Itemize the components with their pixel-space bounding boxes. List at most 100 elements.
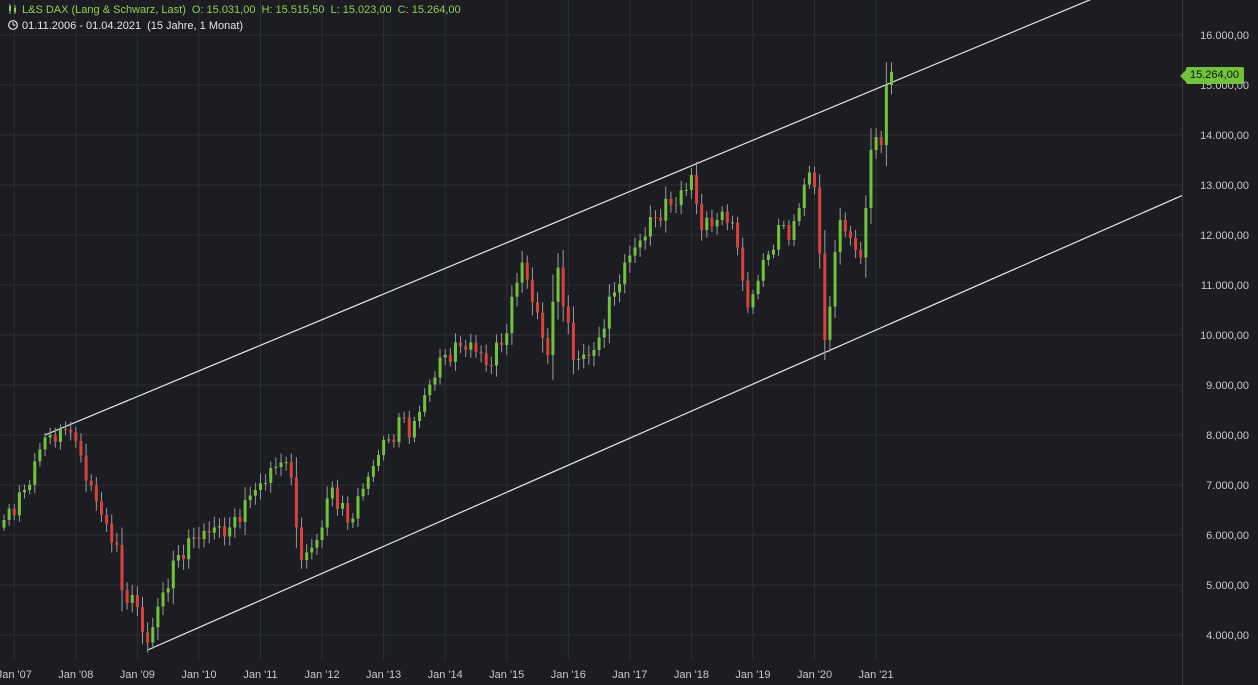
candle-up [351,518,355,523]
candle-up [366,476,370,489]
candle-down [141,607,145,633]
candle-down [146,632,150,643]
candle-up [715,220,719,227]
candle-up [330,487,334,499]
candle-down [879,137,883,145]
candle-up [633,247,637,256]
candle-up [161,592,165,607]
y-tick-label: 10.000,00 [1200,330,1249,342]
candle-up [643,236,647,241]
candle-up [428,384,432,396]
candle-down [489,365,493,366]
y-tick-label: 16.000,00 [1200,30,1249,42]
candle-up [684,190,688,191]
candle-up [259,483,262,490]
instrument-name: L&S DAX (Lang & Schwarz, Last) [22,4,186,16]
candle-up [248,495,252,501]
candle-up [192,537,196,539]
x-tick-label: Jan '14 [428,669,463,681]
candle-down [110,523,114,543]
candle-down [700,203,704,230]
candle-down [746,280,750,308]
candle-up [551,301,555,355]
candle-down [105,515,109,524]
x-tick-label: Jan '17 [612,669,647,681]
y-tick-label: 14.000,00 [1200,130,1249,142]
candle-down [69,429,73,433]
candle-up [387,439,391,441]
candle-up [874,137,878,150]
x-tick-label: Jan '21 [859,669,894,681]
candle-up [176,555,180,561]
candle-down [725,211,729,223]
candle-up [869,150,873,208]
clock-icon [8,20,18,30]
candle-up [766,254,770,260]
candle-up [889,71,893,85]
candle-up [325,498,329,528]
candle-up [166,588,170,593]
candle-up [305,552,309,560]
candle-up [233,516,237,528]
candle-down [84,455,88,481]
candle-up [761,260,765,281]
y-tick-label: 8.000,00 [1206,430,1249,442]
candle-down [99,501,103,515]
candle-down [74,432,78,441]
candle-down [464,346,468,350]
candle-up [274,466,278,469]
ohlc-open: O: 15.031,00 [191,4,256,16]
candle-down [479,351,483,354]
candle-up [43,437,47,450]
candle-down [736,222,740,248]
candle-up [802,184,806,209]
candle-down [197,537,201,540]
candle-down [669,198,673,205]
candle-down [89,480,93,486]
candle-down [238,516,242,522]
candle-up [243,500,247,522]
candle-down [674,204,678,206]
period-range: 01.11.2006 - 01.04.2021 [22,20,142,32]
candle-up [17,492,21,516]
grid-lines [0,0,1183,685]
candle-down [787,225,791,240]
candle-up [361,488,365,497]
y-tick-label: 5.000,00 [1206,580,1249,592]
candle-up [864,207,868,258]
candle-up [28,484,32,490]
x-tick-label: Jan '20 [797,669,832,681]
x-axis: Jan '07 Jan '08 Jan '09 Jan '10 Jan '11 Jan '… [0,669,894,681]
candle-down [94,485,98,502]
x-tick-label: Jan '08 [58,669,93,681]
candle-up [376,455,380,467]
candle-down [541,312,545,338]
period-header: 01.11.2006 - 01.04.2021 (15 Jahre, 1 Mona… [8,20,249,32]
candle-up [279,462,283,467]
candle-down [823,253,827,340]
candle-down [289,462,293,478]
candle-up [156,606,160,628]
candle-up [217,526,221,528]
candle-up [679,190,683,206]
candle-up [315,540,319,548]
candle-down [120,545,124,590]
candle-up [797,208,801,222]
candle-down [407,417,411,438]
x-tick-label: Jan '09 [120,669,155,681]
candle-up [607,296,611,329]
candle-up [320,527,324,540]
candle-down [474,342,478,352]
candle-up [648,217,652,237]
x-tick-label: Jan '15 [489,669,524,681]
candle-down [710,217,714,227]
candle-down [818,187,822,254]
candle-up [38,449,42,462]
ohlc-low: L: 15.023,00 [330,4,392,16]
x-tick-label: Jan '13 [366,669,401,681]
candle-down [12,508,16,516]
last-price-tag: 15.264,00 [1180,67,1244,84]
candle-down [53,434,57,442]
